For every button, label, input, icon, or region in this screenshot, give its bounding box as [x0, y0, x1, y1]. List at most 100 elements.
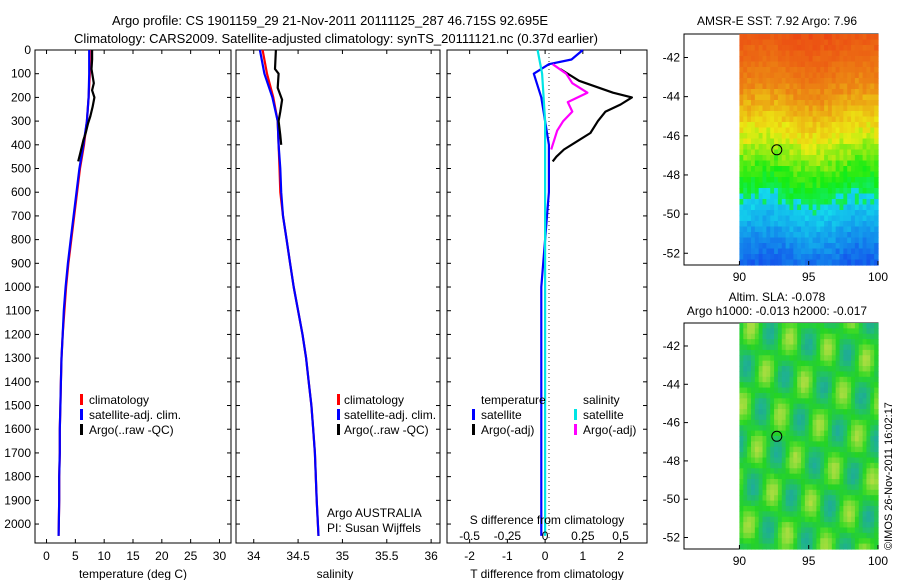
map-cell [858, 403, 864, 410]
map-cell [781, 72, 787, 79]
map-cell [762, 199, 767, 206]
map-cell [754, 193, 760, 200]
map-cell [781, 89, 787, 96]
map-cell [785, 403, 791, 410]
map-cell [854, 259, 860, 266]
map-cell [858, 323, 864, 329]
map-cell [777, 489, 783, 496]
map-cell [754, 89, 760, 96]
map-cell [774, 457, 779, 464]
map-cell [762, 105, 767, 112]
map-cell [843, 89, 848, 96]
map-cell [862, 116, 868, 123]
map-cell [804, 452, 810, 459]
map-cell [862, 100, 868, 107]
map-cell [770, 468, 775, 475]
map-cell [762, 193, 767, 200]
map-cell [789, 462, 794, 469]
map-cell [866, 237, 871, 244]
map-cell [839, 210, 844, 217]
map-cell [789, 538, 794, 545]
map-cell [827, 339, 833, 346]
map-cell [754, 392, 760, 399]
map-cell [781, 436, 787, 442]
map-cell [839, 430, 844, 437]
map-cell [808, 149, 814, 156]
map-cell [839, 452, 844, 459]
map-cell [854, 105, 860, 112]
map-cell [793, 505, 798, 512]
map-cell [862, 473, 868, 480]
map-cell [847, 182, 852, 189]
map-cell [797, 61, 802, 68]
map-cell [758, 56, 764, 63]
map-cell [831, 328, 837, 335]
map-cell [816, 237, 821, 244]
map-cell [804, 473, 810, 480]
map-cell [766, 419, 771, 426]
map-cell [839, 193, 844, 200]
map-cell [851, 254, 856, 261]
map-cell [866, 522, 871, 529]
map-cell [862, 333, 868, 340]
map-cell [781, 409, 787, 416]
map-cell [839, 61, 844, 68]
map-cell [804, 155, 810, 162]
map-cell [739, 61, 744, 68]
map-cell [804, 56, 810, 63]
map-cell [835, 457, 841, 464]
map-cell [858, 366, 864, 373]
map-cell [843, 414, 848, 421]
map-cell [847, 484, 852, 491]
map-cell [827, 193, 833, 200]
map-cell [777, 505, 783, 512]
map-cell [851, 398, 856, 405]
map-cell [808, 462, 814, 469]
map-cell [827, 259, 833, 266]
map-y-tick-label: -52 [663, 246, 681, 260]
map-cell [777, 204, 783, 211]
map-cell [835, 511, 841, 518]
map-cell [831, 226, 837, 233]
map-cell [816, 100, 821, 107]
legend-satellite-swatch-2 [337, 409, 340, 420]
map-cell [801, 543, 806, 550]
map-cell [827, 333, 833, 340]
map-cell [812, 232, 818, 239]
map-cell [785, 473, 791, 480]
map-cell [851, 89, 856, 96]
map-cell [743, 371, 748, 378]
map-cell [781, 414, 787, 421]
map-cell [797, 339, 802, 346]
legend-satellite-label-2: satellite-adj. clim. [344, 408, 436, 422]
map-cell [747, 254, 752, 261]
map-cell [804, 72, 810, 79]
map-cell [835, 452, 841, 459]
map-cell [743, 484, 748, 491]
map-cell [808, 425, 814, 432]
map-cell [851, 171, 856, 178]
map-cell [820, 511, 825, 518]
map-cell [758, 333, 764, 340]
map-cell [750, 538, 756, 545]
map-cell [827, 538, 833, 545]
map-cell [839, 116, 844, 123]
map-cell [831, 116, 837, 123]
map-cell [843, 105, 848, 112]
map-cell [812, 177, 818, 184]
x-tick-label: 0 [542, 549, 549, 563]
temperature-legend: climatology satellite-adj. clim. Argo(..… [80, 393, 181, 437]
map-cell [770, 78, 775, 85]
map-cell [785, 89, 791, 96]
map-cell [851, 392, 856, 399]
map-cell [858, 419, 864, 426]
map-cell [739, 398, 744, 405]
map-cell [843, 446, 848, 453]
map-cell [770, 543, 775, 550]
map-cell [827, 221, 833, 228]
map-cell [866, 339, 871, 346]
map-cell [839, 155, 844, 162]
map-cell [762, 72, 767, 79]
map-cell [870, 248, 875, 255]
map-cell [750, 457, 756, 464]
